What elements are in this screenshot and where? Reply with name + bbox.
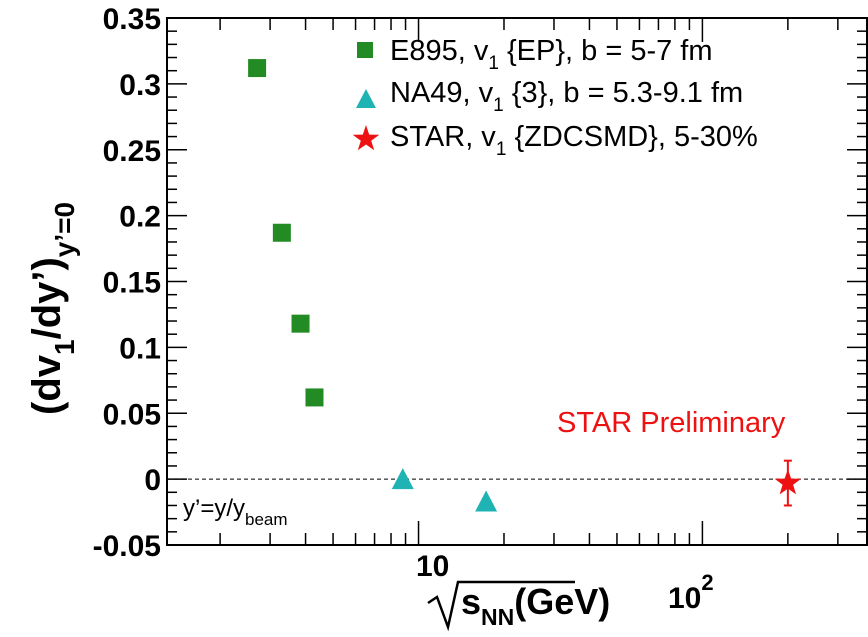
y-tick-label: 0.2 (119, 201, 161, 234)
y-tick-label: 0.1 (119, 332, 161, 365)
y-tick-label: 0.25 (103, 135, 161, 168)
x-axis-title: sNN(GeV) (461, 581, 610, 630)
legend: E895, v1 {EP}, b = 5-7 fm NA49, v1 {3}, … (352, 35, 758, 160)
data-point-e895 (291, 314, 310, 333)
data-point-na49 (475, 490, 498, 512)
data-point-e895 (272, 223, 291, 242)
legend-marker-star (352, 125, 380, 151)
x-tick-label-10: 10 (416, 550, 449, 583)
y-tick-label: 0.3 (119, 69, 161, 102)
legend-entry-na49: NA49, v1 {3}, b = 5.3-9.1 fm (390, 77, 743, 116)
x-tick-label-100: 102 (668, 570, 714, 615)
legend-marker-e895 (357, 42, 373, 58)
sqrt-symbol (427, 580, 575, 632)
y-tick-label: -0.05 (93, 530, 161, 563)
star-preliminary-label: STAR Preliminary (557, 407, 786, 439)
data-point-na49 (391, 468, 414, 490)
y-tick-label: 0.35 (103, 3, 161, 36)
data-points (248, 59, 802, 512)
y-tick-label: 0.05 (103, 398, 161, 431)
data-point-e895 (248, 59, 267, 78)
data-point-e895 (305, 388, 324, 407)
y-tick-labels: -0.05 0 0.05 0.1 0.15 0.2 0.25 0.3 0.35 (93, 3, 161, 563)
y-axis-title: (dv1/dy’)y’=0 (25, 202, 80, 415)
rapidity-definition: y’=y/ybeam (183, 495, 288, 529)
legend-marker-na49 (356, 89, 376, 108)
y-tick-label: 0.15 (103, 267, 161, 300)
data-point-star (774, 469, 802, 495)
legend-entry-star: STAR, v1 {ZDCSMD}, 5-30% (390, 121, 758, 160)
legend-entry-e895: E895, v1 {EP}, b = 5-7 fm (390, 35, 713, 74)
y-tick-label: 0 (144, 464, 161, 497)
